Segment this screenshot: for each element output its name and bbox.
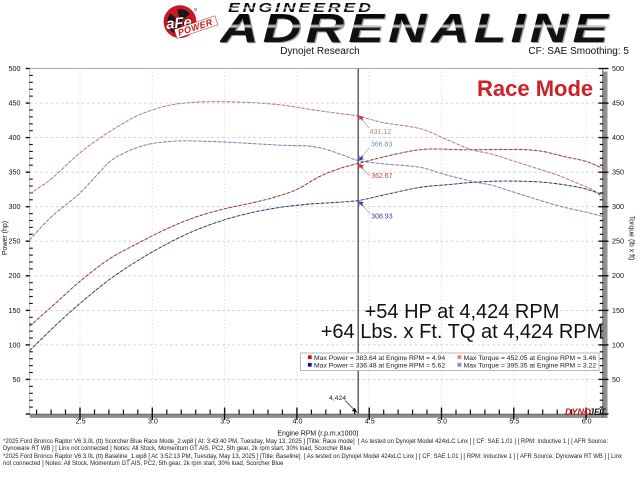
svg-text:350: 350 (612, 168, 624, 177)
svg-text:3.0: 3.0 (148, 416, 158, 425)
svg-text:100: 100 (9, 340, 21, 349)
svg-text:Max Power = 383.64 at Engine R: Max Power = 383.64 at Engine RPM = 4.94 (314, 355, 445, 362)
svg-text:450: 450 (612, 99, 624, 108)
svg-text:4.0: 4.0 (293, 416, 303, 425)
svg-text:300: 300 (612, 202, 624, 211)
svg-text:DYNO: DYNO (565, 407, 591, 417)
svg-text:Max Power = 336.48 at Engine R: Max Power = 336.48 at Engine RPM = 5.62 (314, 363, 445, 370)
svg-text:2.5: 2.5 (76, 416, 86, 425)
svg-text:362.67: 362.67 (371, 173, 393, 180)
svg-text:150: 150 (9, 306, 21, 315)
svg-text:350: 350 (9, 168, 21, 177)
svg-text:250: 250 (9, 237, 21, 246)
svg-text:6.0: 6.0 (582, 416, 592, 425)
svg-text:Torque (lb x ft): Torque (lb x ft) (628, 216, 635, 261)
svg-text:400: 400 (612, 133, 624, 142)
svg-text:300: 300 (9, 202, 21, 211)
svg-text:150: 150 (612, 306, 624, 315)
svg-text:4,424: 4,424 (329, 395, 346, 402)
svg-text:500: 500 (9, 64, 21, 73)
svg-text:500: 500 (612, 64, 624, 73)
svg-text:100: 100 (612, 340, 624, 349)
svg-text:366.83: 366.83 (371, 142, 393, 149)
svg-text:Max Torque = 452.05 at Engine: Max Torque = 452.05 at Engine RPM = 3.46 (464, 355, 597, 362)
svg-text:4.5: 4.5 (365, 416, 375, 425)
svg-text:200: 200 (612, 271, 624, 280)
svg-text:50: 50 (612, 375, 620, 384)
svg-text:Power (hp): Power (hp) (2, 221, 9, 255)
svg-text:5.5: 5.5 (509, 416, 519, 425)
svg-text:5.0: 5.0 (437, 416, 447, 425)
svg-text:Max Torque = 395.35 at Engine: Max Torque = 395.35 at Engine RPM = 3.22 (464, 363, 597, 370)
svg-text:200: 200 (9, 271, 21, 280)
svg-text:250: 250 (612, 237, 624, 246)
svg-text:50: 50 (13, 375, 21, 384)
svg-text:400: 400 (9, 133, 21, 142)
svg-text:JET.: JET. (589, 407, 607, 417)
svg-text:431.12: 431.12 (370, 129, 392, 136)
svg-text:308.93: 308.93 (371, 213, 393, 220)
svg-text:450: 450 (9, 99, 21, 108)
svg-text:3.5: 3.5 (220, 416, 230, 425)
svg-text:Engine RPM (r.p.m.x1000): Engine RPM (r.p.m.x1000) (277, 430, 358, 437)
